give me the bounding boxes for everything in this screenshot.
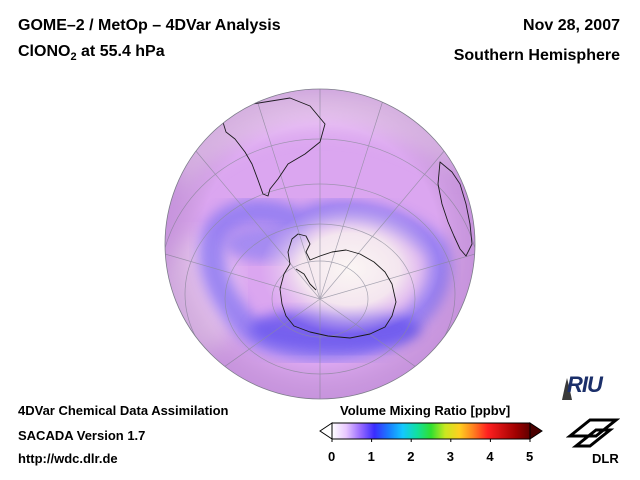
- colorbar-min-arrow: [319, 422, 333, 440]
- riu-logo: RIU: [567, 372, 603, 397]
- colorbar-title: Volume Mixing Ratio [ppbv]: [340, 403, 511, 418]
- colorbar-tick-label: 4: [486, 449, 494, 464]
- species-label: ClONO2 at 55.4 hPa: [18, 43, 165, 63]
- colorbar: [319, 422, 543, 442]
- colorbar-max-arrow: [529, 422, 543, 440]
- footer-version: SACADA Version 1.7: [18, 428, 146, 443]
- analysis-date: Nov 28, 2007: [523, 17, 620, 34]
- riu-logo-mark: [562, 378, 572, 400]
- polar-globe-map: [164, 88, 476, 400]
- map-title: GOME–2 / MetOp – 4DVar Analysis: [18, 17, 281, 34]
- colorbar-tick-label: 5: [526, 449, 534, 464]
- colorbar-tick-label: 1: [367, 449, 375, 464]
- footer-url[interactable]: http://wdc.dlr.de: [18, 451, 118, 466]
- hemisphere-label: Southern Hemisphere: [453, 47, 620, 64]
- pressure-level: at 55.4 hPa: [76, 43, 165, 60]
- globe-outline: [164, 88, 476, 400]
- colorbar-tick-label: 3: [446, 449, 455, 464]
- species-name: ClONO: [18, 43, 71, 60]
- colorbar-bar: [331, 422, 531, 440]
- colorbar-tick-label: 2: [407, 449, 415, 464]
- dlr-logo: DLR: [592, 451, 619, 466]
- colorbar-tick-label: 0: [328, 449, 336, 464]
- species-subscript: 2: [70, 51, 77, 64]
- colorbar-tick-marks: [331, 439, 531, 442]
- footer-method: 4DVar Chemical Data Assimilation: [18, 403, 229, 418]
- globe-edge-shade: [165, 89, 475, 399]
- dlr-logo-mark: [566, 418, 620, 448]
